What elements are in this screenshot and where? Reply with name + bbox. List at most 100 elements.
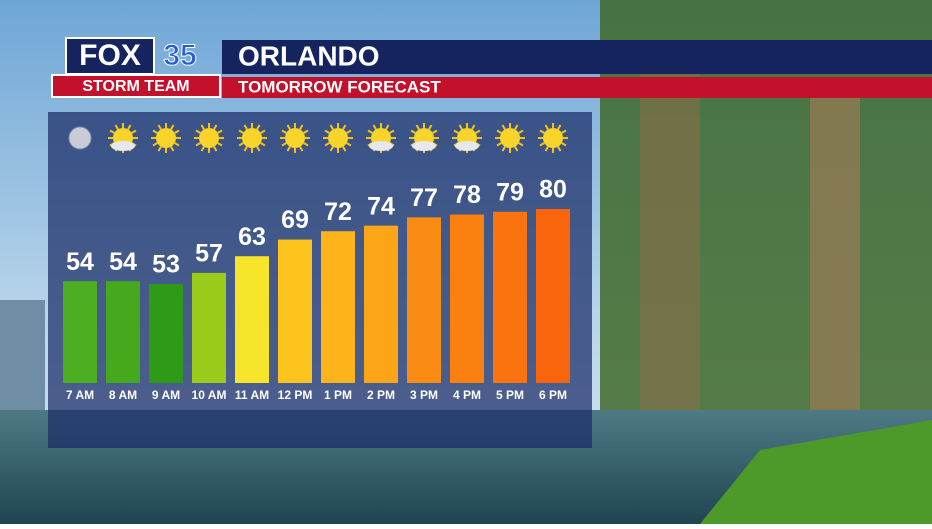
sun-ray — [200, 124, 205, 130]
sun-icon — [156, 128, 176, 148]
value-label: 78 — [453, 181, 481, 209]
sun-ray — [303, 129, 309, 134]
sun-ray — [299, 124, 304, 130]
logo-network: FOX — [79, 39, 141, 72]
sun-ray — [152, 129, 158, 134]
sun-ray — [385, 124, 390, 130]
sun-ray — [243, 146, 248, 152]
x-tick-label: 9 AM — [152, 388, 180, 402]
bar — [278, 239, 312, 383]
value-label: 80 — [539, 176, 567, 204]
sun-ray — [471, 124, 476, 130]
bar — [192, 272, 226, 383]
x-tick-label: 3 PM — [410, 388, 438, 402]
sun-ray — [170, 124, 175, 130]
sun-ray — [415, 124, 420, 130]
sun-ray — [217, 129, 223, 134]
sun-ray — [238, 142, 244, 147]
sun-ray — [238, 129, 244, 134]
value-label: 72 — [324, 198, 352, 226]
sun-ray — [372, 124, 377, 130]
sun-ray — [342, 124, 347, 130]
logo-team-box — [51, 74, 221, 98]
sun-ray — [200, 146, 205, 152]
sun-ray — [217, 142, 223, 147]
sun-ray — [131, 129, 137, 134]
sun-ray — [501, 124, 506, 130]
sun-ray — [410, 129, 416, 134]
sun-ray — [195, 142, 201, 147]
sun-ray — [496, 142, 502, 147]
sun-ray — [213, 124, 218, 130]
x-tick-label: 8 AM — [109, 388, 137, 402]
cloud-icon — [369, 141, 393, 151]
sun-ray — [518, 142, 524, 147]
sun-ray — [544, 146, 549, 152]
sun-ray — [475, 129, 481, 134]
x-tick-label: 1 PM — [324, 388, 352, 402]
sun-ray — [152, 142, 158, 147]
sun-ray — [157, 146, 162, 152]
sun-ray — [561, 129, 567, 134]
value-label: 54 — [66, 248, 94, 276]
x-tick-label: 12 PM — [278, 388, 313, 402]
subtitle-bar — [222, 77, 932, 98]
building — [0, 300, 45, 410]
sun-ray — [367, 129, 373, 134]
sun-ray — [286, 146, 291, 152]
x-tick-label: 10 AM — [192, 388, 227, 402]
sun-ray — [561, 142, 567, 147]
sun-ray — [346, 142, 352, 147]
sun-icon — [500, 128, 520, 148]
sun-icon — [328, 128, 348, 148]
bar — [149, 284, 183, 383]
bar — [493, 211, 527, 383]
moon-icon — [68, 126, 92, 150]
bar — [450, 214, 484, 383]
sun-ray — [243, 124, 248, 130]
cloud-icon — [111, 141, 135, 151]
sun-ray — [281, 129, 287, 134]
bar — [63, 281, 97, 383]
x-tick-label: 11 AM — [235, 388, 269, 402]
sun-ray — [174, 142, 180, 147]
sun-ray — [286, 124, 291, 130]
bar — [235, 256, 269, 383]
cloud-icon — [455, 141, 479, 151]
sun-ray — [346, 129, 352, 134]
bar — [321, 231, 355, 383]
value-label: 74 — [367, 192, 395, 220]
logo-team: STORM TEAM — [82, 78, 189, 95]
cloud-icon — [412, 141, 436, 151]
value-label: 79 — [496, 178, 524, 206]
sun-ray — [114, 124, 119, 130]
sun-ray — [557, 124, 562, 130]
sun-ray — [299, 146, 304, 152]
value-label: 57 — [195, 239, 223, 267]
value-label: 53 — [152, 251, 180, 279]
sun-ray — [518, 129, 524, 134]
sun-ray — [557, 146, 562, 152]
bar — [536, 209, 570, 383]
sun-icon — [199, 128, 219, 148]
value-label: 63 — [238, 223, 266, 251]
value-label: 69 — [281, 206, 309, 234]
sun-ray — [432, 129, 438, 134]
sun-ray — [342, 146, 347, 152]
sun-ray — [324, 129, 330, 134]
sun-ray — [213, 146, 218, 152]
value-label: 54 — [109, 248, 137, 276]
value-label: 77 — [410, 184, 438, 212]
sun-ray — [109, 129, 115, 134]
sun-ray — [324, 142, 330, 147]
sun-ray — [174, 129, 180, 134]
x-tick-label: 2 PM — [367, 388, 395, 402]
sun-ray — [260, 129, 266, 134]
x-tick-label: 5 PM — [496, 388, 524, 402]
sun-ray — [260, 142, 266, 147]
sun-ray — [514, 124, 519, 130]
sun-icon — [543, 128, 563, 148]
bar — [364, 225, 398, 383]
x-tick-label: 4 PM — [453, 388, 481, 402]
